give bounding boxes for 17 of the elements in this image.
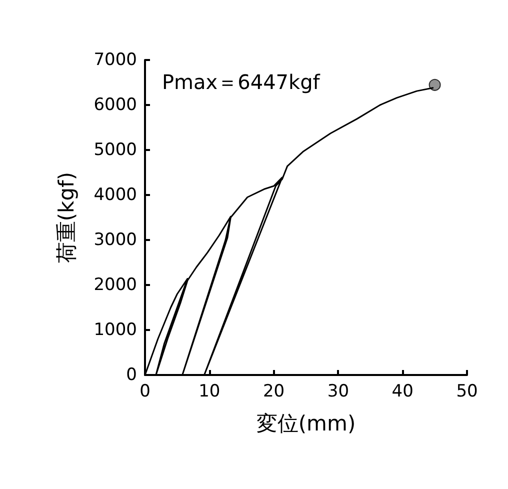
y-tick-label: 0	[126, 365, 137, 385]
x-tick-label: 20	[262, 382, 285, 402]
y-tick-label: 6000	[94, 95, 137, 115]
y-tick-label: 3000	[94, 230, 137, 250]
y-tick-label: 7000	[94, 50, 137, 70]
y-axis-title: 荷重(kgf)	[54, 172, 78, 264]
y-tick-label: 5000	[94, 140, 137, 160]
y-tick-label: 4000	[94, 185, 137, 205]
y-tick-label: 2000	[94, 275, 137, 295]
x-tick-label: 0	[140, 382, 150, 402]
x-tick-label: 40	[392, 382, 414, 402]
x-axis-title: 変位(mm)	[256, 412, 356, 436]
y-tick-label: 1000	[94, 320, 137, 340]
x-tick-label: 50	[456, 382, 478, 402]
x-tick-label: 10	[198, 382, 220, 402]
annotation: Pmax＝6447kgf	[162, 70, 321, 94]
x-tick-label: 30	[327, 382, 350, 402]
